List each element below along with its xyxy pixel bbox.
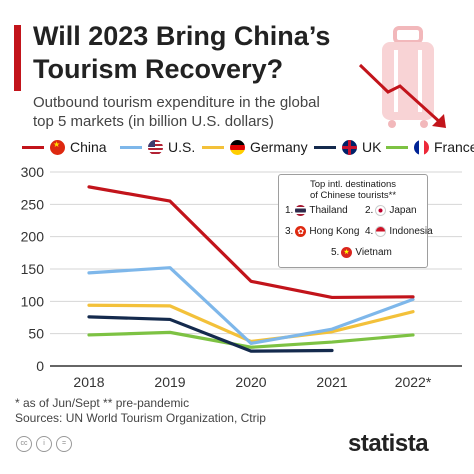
title-line-2: Tourism Recovery? — [33, 54, 284, 84]
series-line-us — [87, 266, 415, 345]
series-line-uk — [87, 315, 334, 353]
japan-flag-icon — [375, 205, 387, 216]
destinations-title: Top intl. destinations of Chinese touris… — [279, 179, 427, 201]
y-tick-label: 250 — [21, 196, 45, 212]
series-line-china — [87, 185, 415, 300]
statista-logo[interactable]: statista — [348, 430, 429, 457]
y-tick-label: 200 — [21, 229, 45, 245]
legend-line-uk — [314, 145, 336, 149]
legend-item-france: France — [386, 136, 474, 158]
vietnam-flag-icon: ★ — [341, 247, 353, 258]
sources: Sources: UN World Tourism Organization, … — [15, 411, 266, 425]
y-tick-label: 100 — [21, 293, 45, 309]
destination-item-5: 5. ★ Vietnam — [331, 247, 392, 258]
subtitle-line-2: top 5 markets (in billion U.S. dollars) — [33, 113, 274, 130]
destination-name: Vietnam — [355, 247, 392, 258]
legend-item-uk: UK — [314, 136, 381, 158]
legend-label-germany: Germany — [250, 139, 308, 155]
destination-item-2: 2. Japan — [365, 205, 417, 216]
x-tick-label: 2019 — [154, 374, 185, 390]
y-tick-label: 50 — [28, 326, 44, 342]
x-tick-label: 2021 — [316, 374, 347, 390]
y-tick-label: 0 — [36, 358, 44, 374]
destination-name: Hong Kong — [309, 226, 360, 237]
x-tick-label: 2018 — [73, 374, 104, 390]
legend-line-germany — [202, 145, 224, 149]
chart-title: Will 2023 Bring China’s Tourism Recovery… — [33, 20, 363, 86]
france-flag-icon — [414, 139, 429, 155]
destination-rank: 2. — [365, 205, 374, 216]
title-accent-bar — [14, 25, 21, 91]
us-flag-icon — [148, 139, 163, 155]
china-flag-icon: ★ — [50, 139, 65, 155]
y-tick-label: 300 — [21, 164, 45, 180]
destination-name: Indonesia — [389, 226, 433, 237]
legend-item-us: U.S. — [120, 136, 195, 158]
destination-name: Japan — [389, 205, 417, 216]
legend-label-china: China — [70, 139, 107, 155]
legend-item-china: ★ China — [22, 136, 107, 158]
x-tick-label: 2020 — [235, 374, 266, 390]
hong-kong-flag-icon: ✿ — [295, 226, 307, 237]
destination-name: Thailand — [309, 205, 348, 216]
legend-line-china — [22, 145, 44, 149]
legend-line-us — [120, 145, 142, 149]
x-tick-label: 2022* — [395, 374, 432, 390]
equal-icon[interactable]: = — [56, 436, 72, 452]
chart-legend: ★ China U.S. Germany UK France — [22, 136, 474, 158]
attribution-icon[interactable]: i — [36, 436, 52, 452]
legend-item-germany: Germany — [202, 136, 308, 158]
destinations-title-line-2: of Chinese tourists** — [309, 190, 397, 201]
top-destinations-box: Top intl. destinations of Chinese touris… — [278, 174, 433, 268]
y-tick-label: 150 — [21, 261, 45, 277]
chart-subtitle: Outbound tourism expenditure in the glob… — [33, 93, 363, 131]
legend-label-uk: UK — [362, 139, 382, 155]
uk-flag-icon — [342, 139, 357, 155]
destination-rank: 3. — [285, 226, 294, 237]
series-line-germany — [87, 303, 415, 344]
germany-flag-icon — [230, 139, 245, 155]
legend-line-france — [386, 145, 408, 149]
destination-rank: 1. — [285, 205, 294, 216]
destination-item-1: 1. Thailand — [285, 205, 348, 216]
destinations-title-line-1: Top intl. destinations — [309, 179, 397, 190]
destination-rank: 4. — [365, 226, 374, 237]
destination-item-4: 4. Indonesia — [365, 226, 433, 237]
footnote: * as of Jun/Sept ** pre-pandemic — [15, 396, 190, 410]
legend-label-france: France — [434, 139, 474, 155]
line-chart: 0 50 100 150 200 250 300 2018 2019 2020 2021 2022* — [21, 164, 462, 390]
thailand-flag-icon — [295, 205, 307, 216]
destination-item-3: 3. ✿ Hong Kong — [285, 226, 359, 237]
series-line-france — [87, 330, 415, 349]
suitcase-decline-icon — [358, 26, 446, 128]
destination-rank: 5. — [331, 247, 340, 258]
indonesia-flag-icon — [375, 226, 387, 237]
subtitle-line-1: Outbound tourism expenditure in the glob… — [33, 94, 320, 111]
cc-license-icon[interactable]: cc — [16, 436, 32, 452]
title-line-1: Will 2023 Bring China’s — [33, 21, 331, 51]
legend-label-us: U.S. — [168, 139, 196, 155]
